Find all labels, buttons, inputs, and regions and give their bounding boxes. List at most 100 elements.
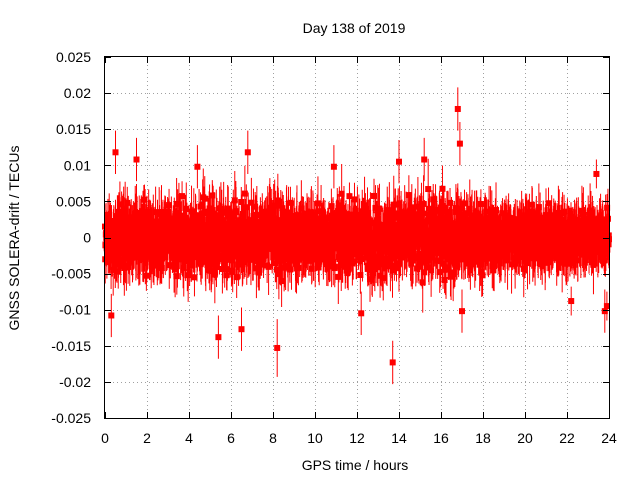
data-point xyxy=(300,220,307,227)
data-point xyxy=(563,257,570,264)
data-point xyxy=(494,218,501,225)
data-point xyxy=(425,186,432,193)
data-point xyxy=(239,217,246,224)
data-point xyxy=(436,269,443,276)
data-point xyxy=(227,227,234,234)
data-point xyxy=(537,246,544,253)
data-point xyxy=(459,308,465,315)
data-point xyxy=(213,216,220,223)
data-point xyxy=(458,249,465,256)
data-point xyxy=(259,214,266,221)
data-point xyxy=(179,193,186,200)
data-point xyxy=(568,298,575,305)
data-point xyxy=(209,231,216,238)
data-point xyxy=(310,212,317,219)
data-point xyxy=(554,251,561,258)
data-point xyxy=(210,227,217,234)
data-point xyxy=(420,236,427,243)
data-point xyxy=(442,231,449,238)
data-point xyxy=(310,249,317,256)
data-point xyxy=(389,267,396,274)
data-point xyxy=(214,258,221,265)
data-point xyxy=(219,256,226,263)
data-point xyxy=(575,223,582,230)
data-point xyxy=(461,222,468,229)
data-point xyxy=(194,254,201,261)
data-point xyxy=(263,220,270,227)
data-point xyxy=(265,263,272,270)
data-point xyxy=(439,185,446,192)
data-point xyxy=(604,215,611,222)
data-point xyxy=(133,156,140,163)
data-point xyxy=(508,261,515,268)
data-point xyxy=(369,272,376,279)
data-point xyxy=(376,205,383,212)
data-point xyxy=(425,264,432,271)
data-point xyxy=(112,228,119,235)
data-point xyxy=(486,250,493,256)
data-point xyxy=(289,216,296,223)
data-point xyxy=(209,207,216,214)
data-point xyxy=(350,258,357,265)
data-point xyxy=(419,226,426,233)
data-point xyxy=(441,277,448,284)
data-point xyxy=(375,215,382,222)
data-point xyxy=(444,221,451,228)
data-point xyxy=(201,246,208,253)
data-point xyxy=(241,190,248,197)
data-point xyxy=(503,213,510,220)
data-point xyxy=(461,200,468,207)
data-point xyxy=(208,267,215,274)
data-point xyxy=(278,278,285,285)
data-point xyxy=(214,236,221,243)
data-point xyxy=(405,237,412,244)
data-point xyxy=(327,241,334,248)
data-point xyxy=(205,251,212,258)
data-point xyxy=(580,209,587,216)
data-point xyxy=(349,237,356,244)
data-point xyxy=(479,272,486,279)
data-point xyxy=(398,211,405,218)
data-point xyxy=(196,212,203,219)
data-point xyxy=(209,192,216,199)
data-point xyxy=(253,218,260,225)
data-point xyxy=(208,250,215,257)
data-point xyxy=(439,253,446,260)
data-point xyxy=(106,211,113,218)
data-point xyxy=(183,206,190,213)
data-point xyxy=(564,224,571,231)
data-point xyxy=(200,210,207,217)
data-point xyxy=(450,247,457,254)
data-point xyxy=(444,211,451,218)
data-point xyxy=(599,217,606,224)
data-point xyxy=(158,209,165,216)
x-tick-label: 14 xyxy=(391,430,407,446)
data-point xyxy=(419,221,426,228)
data-point xyxy=(293,212,300,219)
data-point xyxy=(299,214,306,221)
data-point xyxy=(256,260,263,267)
data-point xyxy=(415,263,422,270)
data-point xyxy=(111,232,118,239)
data-point xyxy=(217,214,224,221)
data-point xyxy=(124,199,131,206)
data-point xyxy=(123,223,129,230)
data-point xyxy=(186,225,192,232)
x-axis-label: GPS time / hours xyxy=(302,457,409,473)
data-point xyxy=(563,260,570,267)
data-point xyxy=(331,263,338,270)
data-point xyxy=(455,255,462,262)
data-point xyxy=(414,203,421,210)
data-point xyxy=(261,226,268,233)
data-point xyxy=(274,197,281,204)
data-point xyxy=(351,211,358,218)
data-point xyxy=(269,211,276,218)
data-point xyxy=(368,236,375,243)
data-point xyxy=(604,246,611,253)
data-point xyxy=(188,262,195,269)
data-point xyxy=(165,213,172,220)
data-point xyxy=(194,227,201,234)
data-point xyxy=(373,223,380,230)
data-point xyxy=(150,225,157,232)
data-point xyxy=(442,224,449,231)
